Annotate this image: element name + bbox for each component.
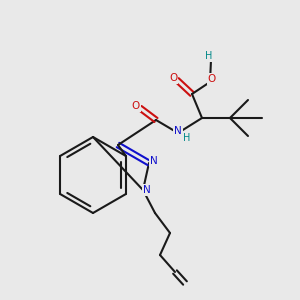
Text: O: O [132, 101, 140, 111]
Text: N: N [174, 126, 182, 136]
Text: H: H [205, 51, 213, 61]
Text: O: O [208, 74, 216, 84]
Text: N: N [143, 185, 151, 195]
Text: O: O [169, 73, 177, 83]
Text: N: N [150, 156, 158, 166]
Text: H: H [183, 133, 191, 143]
